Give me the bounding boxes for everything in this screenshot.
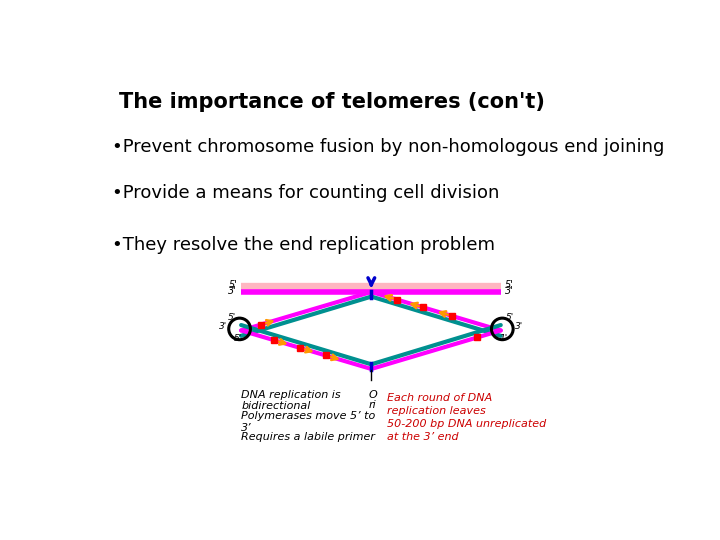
Text: 5': 5' [228,280,238,290]
Text: •Provide a means for counting cell division: •Provide a means for counting cell divis… [112,184,499,202]
Text: 3': 3' [515,322,523,331]
Text: O: O [368,390,377,400]
Text: ri: ri [368,400,376,410]
Text: 5': 5' [234,334,242,343]
Text: 3': 3' [219,322,228,331]
Text: Each round of DNA
replication leaves
50-200 bp DNA unreplicated
at the 3’ end: Each round of DNA replication leaves 50-… [387,393,546,442]
Text: 5': 5' [506,313,514,322]
Text: DNA replication is
bidirectional: DNA replication is bidirectional [241,390,341,411]
Text: 1': 1' [500,334,508,343]
Text: The importance of telomeres (con't): The importance of telomeres (con't) [120,92,545,112]
Text: Polymerases move 5’ to
3’: Polymerases move 5’ to 3’ [241,411,375,433]
Text: •They resolve the end replication problem: •They resolve the end replication proble… [112,236,495,254]
Text: Requires a labile primer: Requires a labile primer [241,432,375,442]
Text: 3': 3' [228,286,238,296]
Text: 5': 5' [505,280,513,290]
Text: 3': 3' [505,286,513,296]
Text: •Prevent chromosome fusion by non-homologous end joining: •Prevent chromosome fusion by non-homolo… [112,138,664,156]
Text: 5': 5' [228,313,236,322]
